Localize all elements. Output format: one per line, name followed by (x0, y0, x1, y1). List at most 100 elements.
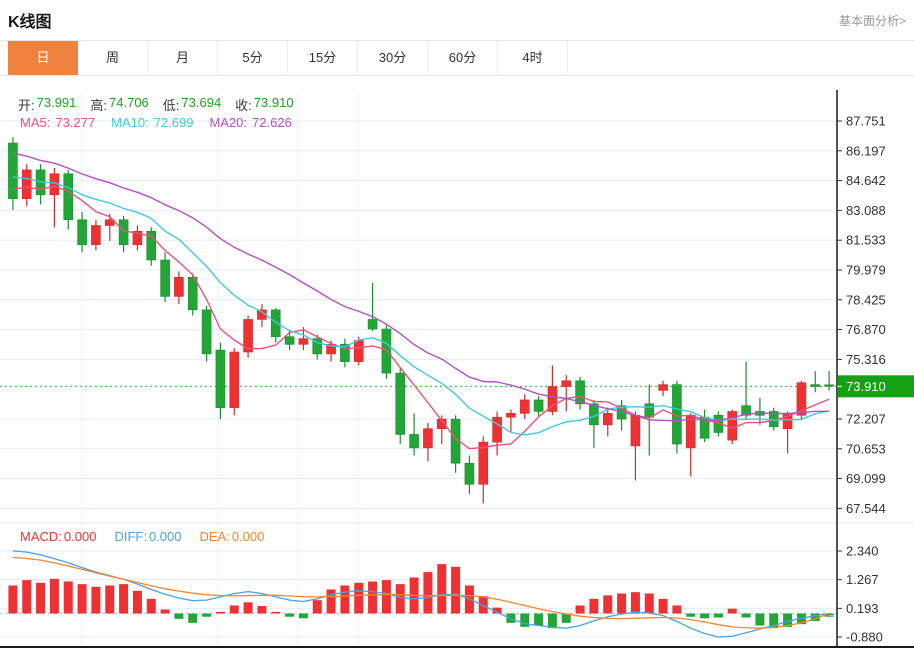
tab-日[interactable]: 日 (8, 41, 78, 75)
widget-header: K线图 基本面分析> (0, 0, 914, 41)
axis-tick-label: 78.425 (846, 292, 886, 307)
macd-hist-bar (547, 613, 557, 629)
candle-body (21, 169, 32, 199)
ohlc-row-segment: 高: 74.706 (90, 95, 148, 114)
readout-value: 0.000 (231, 529, 265, 544)
axis-tick-label: 70.653 (846, 441, 886, 456)
macd-hist-bar (451, 566, 461, 614)
macd-hist-bar (77, 584, 87, 614)
page-title: K线图 (8, 14, 52, 31)
candle-body (104, 219, 115, 226)
ohlc-row-segment: 收: 73.910 (235, 95, 293, 114)
axis-tick-label: 87.751 (846, 114, 886, 129)
candle-body (160, 259, 170, 297)
axis-tick-label: 0.193 (846, 601, 879, 616)
candle-body (658, 384, 668, 391)
axis-tick-label: 67.544 (846, 501, 886, 516)
tab-月[interactable]: 月 (148, 41, 218, 75)
macd-hist-bar (381, 580, 391, 614)
ma-row-segment: MA20: 72.626 (209, 115, 291, 130)
timeframe-tabs: 日周月 5分 15分 30分 60分 4时 (8, 41, 914, 75)
ma5-line (12, 185, 830, 450)
candle-body (8, 142, 18, 199)
candle-body (575, 380, 585, 405)
macd-hist-bar (8, 585, 18, 614)
candle-body (353, 340, 364, 362)
tab-5分[interactable]: 5分 (218, 41, 288, 75)
macd-hist-bar (658, 598, 668, 614)
macd-hist-bar (589, 598, 599, 614)
macd-hist-bar (630, 592, 640, 614)
candle-body (77, 219, 87, 245)
macd-hist-bar (146, 598, 156, 614)
candle-body (519, 399, 530, 414)
macd-hist-bar (520, 613, 530, 627)
candle-body (492, 416, 502, 443)
macd-hist-bar (188, 613, 198, 623)
macd-hist-bar (243, 602, 253, 614)
macd-hist-bar (534, 613, 544, 626)
candle-body (547, 386, 558, 412)
macd-hist-bar (22, 580, 32, 614)
candle-body (367, 319, 378, 330)
macd-hist-bar (229, 605, 239, 614)
ma-row-segment: MA10: 72.699 (111, 115, 193, 130)
macd-hist-bar (298, 613, 308, 619)
candle-body (243, 319, 253, 353)
macd-hist-bar (91, 586, 101, 614)
macd-hist-bar (727, 608, 737, 614)
macd-hist-bar (575, 605, 585, 614)
tab-周[interactable]: 周 (78, 41, 148, 75)
candle-body (727, 411, 738, 441)
readout-value: 0.000 (63, 529, 97, 544)
tab-4时[interactable]: 4时 (498, 41, 568, 75)
macd-hist-bar (174, 613, 184, 619)
candle-body (118, 219, 129, 245)
macd-hist-bar (713, 613, 723, 618)
readout-value: 72.626 (252, 115, 292, 130)
axis-tick-label: 75.316 (846, 352, 886, 367)
candle-body (91, 225, 101, 245)
axis-tick-label: 72.207 (846, 411, 886, 426)
axis-tick-label: -0.880 (846, 629, 883, 644)
macd-hist-bar (617, 593, 627, 614)
macd-hist-bar (326, 589, 336, 614)
macd-hist-bar (36, 582, 46, 614)
readout-value: 73.277 (55, 115, 96, 130)
candle-body (187, 276, 198, 311)
candle-body (215, 349, 226, 408)
ma20-line (12, 152, 830, 422)
macd-hist-bar (312, 600, 322, 614)
macd-hist-bar (160, 609, 170, 614)
tab-30分[interactable]: 30分 (358, 41, 428, 75)
candle-body (395, 372, 406, 435)
candle-body (409, 434, 419, 449)
candle-body (533, 399, 544, 412)
macd-hist-bar (783, 613, 793, 627)
candle-body (381, 328, 392, 374)
fundamental-analysis-link[interactable]: 基本面分析> (838, 13, 906, 28)
ma-readout: MA5: 73.277 MA10: 72.699 MA20: 72.626 (20, 115, 292, 130)
candle-body (63, 173, 74, 221)
macd-hist-bar (395, 584, 405, 614)
candle-body (630, 414, 641, 447)
candle-body (270, 309, 281, 337)
macd-hist-bar (810, 613, 820, 621)
macd-hist-bar (437, 564, 447, 614)
readout-value: 73.910 (253, 95, 294, 110)
candle-body (201, 309, 212, 355)
macd-row-segment: DIFF: 0.000 (114, 529, 181, 544)
candle-body (506, 413, 516, 418)
ohlc-readout: 开: 73.991 高: 74.706 低: 73.694 收: 73.910 (18, 95, 294, 114)
tab-60分[interactable]: 60分 (428, 41, 498, 75)
macd-hist-bar (202, 613, 212, 617)
readout-label: MA20: (209, 115, 248, 130)
axis-tick-label: 79.979 (846, 262, 886, 277)
axis-tick-label: 81.533 (846, 233, 886, 248)
candle-body (796, 382, 807, 416)
macd-hist-bar (561, 613, 571, 623)
tab-15分[interactable]: 15分 (288, 41, 358, 75)
ma-row-segment: MA5: 73.277 (20, 115, 95, 130)
